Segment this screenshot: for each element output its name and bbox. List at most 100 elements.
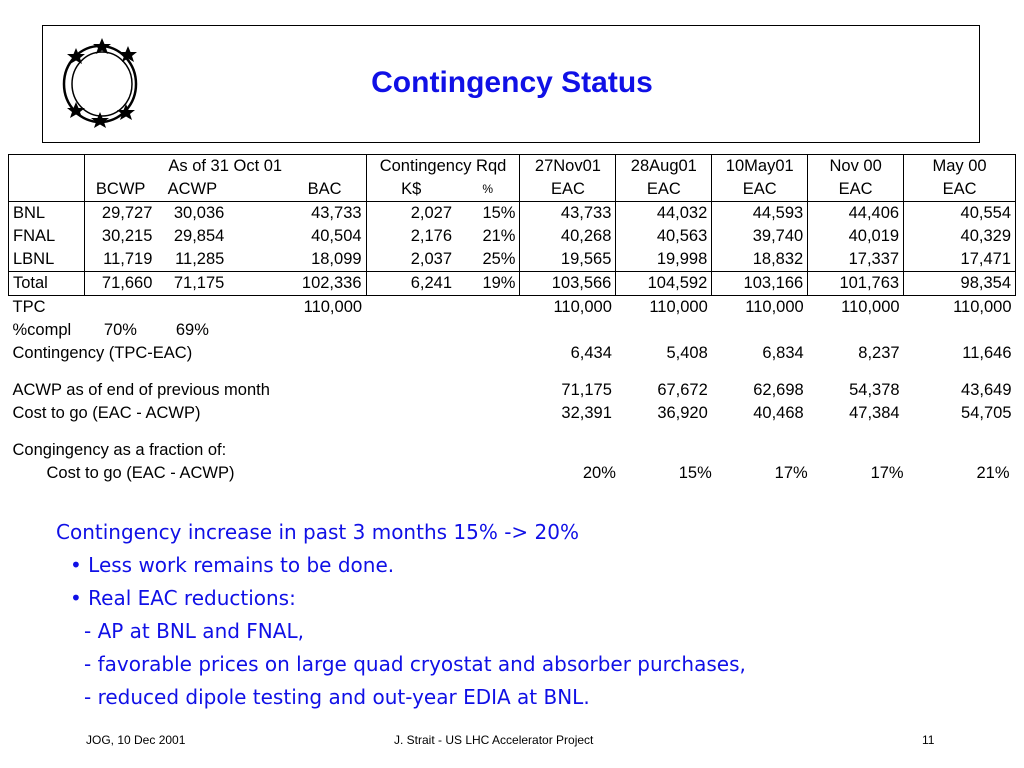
- eac-header: EAC: [711, 178, 809, 202]
- notes-block: Contingency increase in past 3 months 15…: [56, 516, 746, 714]
- eac-cell: 103,566: [519, 271, 617, 296]
- kdollar-header: K$: [365, 178, 456, 202]
- bac-cell: 40,504: [311, 227, 362, 245]
- acwp-previous-row: ACWP as of end of previous month 71,175 …: [9, 379, 1016, 402]
- value-cell: 8,237: [858, 344, 900, 362]
- eac-header: EAC: [903, 178, 1016, 202]
- contingency-rqd-header: Contingency Rqd: [365, 154, 521, 178]
- value-cell: 40,468: [753, 404, 804, 422]
- eac-cell: 18,832: [711, 248, 809, 272]
- bcwp-cell: 11,719: [103, 250, 153, 268]
- row-label: %compl: [12, 321, 72, 339]
- table-row: FNAL 30,215 29,854 40,504 2,176 21% 40,2…: [8, 225, 1016, 248]
- bcwp-cell: 71,660: [84, 271, 157, 296]
- value-cell: 54,705: [961, 404, 1012, 422]
- value-cell: 20%: [582, 464, 616, 482]
- eac-cell: 17,471: [903, 248, 1016, 272]
- k-cell: 2,037: [365, 248, 456, 272]
- acwp-cell: 69%: [175, 321, 209, 339]
- value-cell: 17%: [774, 464, 808, 482]
- fraction-heading-row: Congingency as a fraction of:: [9, 439, 1016, 462]
- value-cell: 43,649: [961, 381, 1012, 399]
- col-header: May 00: [903, 154, 1016, 178]
- notes-bullet: • Real EAC reductions:: [70, 586, 296, 610]
- eac-cell: 110,000: [745, 298, 804, 316]
- eac-cell: 17,337: [807, 248, 905, 272]
- acwp-cell: 30,036: [173, 204, 225, 222]
- eac-cell: 44,406: [807, 201, 905, 225]
- col-header: 28Aug01: [615, 154, 713, 178]
- value-cell: 62,698: [753, 381, 804, 399]
- bac-header: BAC: [228, 178, 367, 202]
- bcwp-cell: 70%: [103, 321, 137, 339]
- eac-header: EAC: [615, 178, 713, 202]
- pct-cell: 25%: [456, 248, 521, 272]
- header-row-1: As of 31 Oct 01 Contingency Rqd 27Nov01 …: [8, 154, 1016, 178]
- row-label: Contingency (TPC-EAC): [12, 344, 193, 362]
- row-label: Total: [8, 271, 85, 296]
- value-cell: 67,672: [657, 381, 708, 399]
- eac-cell: 40,019: [807, 225, 905, 248]
- pct-cell: 21%: [456, 225, 521, 248]
- as-of-header: As of 31 Oct 01: [84, 154, 367, 178]
- value-cell: 32,391: [561, 404, 612, 422]
- bcwp-cell: 30,215: [101, 227, 153, 245]
- bac-cell: 102,336: [228, 271, 367, 296]
- bac-cell: 18,099: [311, 250, 362, 268]
- eac-cell: 43,733: [519, 201, 617, 225]
- table-row: BNL 29,727 30,036 43,733 2,027 15% 43,73…: [8, 201, 1016, 225]
- eac-cell: 98,354: [903, 271, 1016, 296]
- value-cell: 6,434: [570, 344, 612, 362]
- slide-title: Contingency Status: [371, 66, 653, 99]
- value-cell: 47,384: [849, 404, 900, 422]
- eac-header: EAC: [519, 178, 617, 202]
- row-label: Cost to go (EAC - ACWP): [12, 404, 201, 422]
- value-cell: 54,378: [849, 381, 900, 399]
- eac-cell: 39,740: [711, 225, 809, 248]
- notes-subitem: - favorable prices on large quad cryosta…: [84, 652, 746, 676]
- eac-cell: 104,592: [615, 271, 713, 296]
- eac-cell: 40,563: [615, 225, 713, 248]
- k-cell: 2,027: [365, 201, 456, 225]
- eac-cell: 110,000: [649, 298, 708, 316]
- eac-cell: 110,000: [841, 298, 900, 316]
- fraction-row: Cost to go (EAC - ACWP) 20% 15% 17% 17% …: [9, 462, 1016, 485]
- eac-cell: 40,268: [519, 225, 617, 248]
- eac-cell: 19,565: [519, 248, 617, 272]
- bac-cell: 110,000: [303, 298, 363, 316]
- pct-cell: 15%: [456, 201, 521, 225]
- k-cell: 6,241: [365, 271, 456, 296]
- row-label: FNAL: [8, 225, 85, 248]
- col-header: Nov 00: [807, 154, 905, 178]
- value-cell: 36,920: [657, 404, 708, 422]
- eac-cell: 44,032: [615, 201, 713, 225]
- acwp-header: ACWP: [156, 178, 229, 202]
- eac-cell: 110,000: [953, 298, 1012, 316]
- bcwp-header: BCWP: [84, 178, 157, 202]
- col-header: 10May01: [711, 154, 809, 178]
- notes-bullet: • Less work remains to be done.: [70, 553, 395, 577]
- value-cell: 21%: [976, 464, 1010, 482]
- value-cell: 15%: [678, 464, 712, 482]
- row-label: ACWP as of end of previous month: [12, 381, 270, 399]
- eac-cell: 40,329: [903, 225, 1016, 248]
- header-row-2: BCWP ACWP BAC K$ % EAC EAC EAC EAC EAC: [8, 178, 1016, 202]
- notes-subitem: - reduced dipole testing and out-year ED…: [84, 685, 590, 709]
- value-cell: 11,646: [962, 344, 1012, 362]
- eac-header: EAC: [807, 178, 905, 202]
- footer-project: J. Strait - US LHC Accelerator Project: [394, 733, 594, 747]
- total-row: Total 71,660 71,175 102,336 6,241 19% 10…: [8, 271, 1016, 296]
- page-number: 11: [922, 733, 935, 747]
- footer-date: JOG, 10 Dec 2001: [86, 733, 186, 747]
- eac-cell: 40,554: [903, 201, 1016, 225]
- acwp-cell: 11,285: [175, 250, 225, 268]
- contingency-table: As of 31 Oct 01 Contingency Rqd 27Nov01 …: [8, 154, 1016, 485]
- notes-headline: Contingency increase in past 3 months 15…: [56, 520, 579, 544]
- eac-cell: 103,166: [711, 271, 809, 296]
- eac-cell: 44,593: [711, 201, 809, 225]
- fraction-heading: Congingency as a fraction of:: [12, 441, 227, 459]
- eac-cell: 110,000: [553, 298, 612, 316]
- acwp-cell: 71,175: [156, 271, 229, 296]
- eac-cell: 19,998: [615, 248, 713, 272]
- row-label: Cost to go (EAC - ACWP): [46, 464, 235, 482]
